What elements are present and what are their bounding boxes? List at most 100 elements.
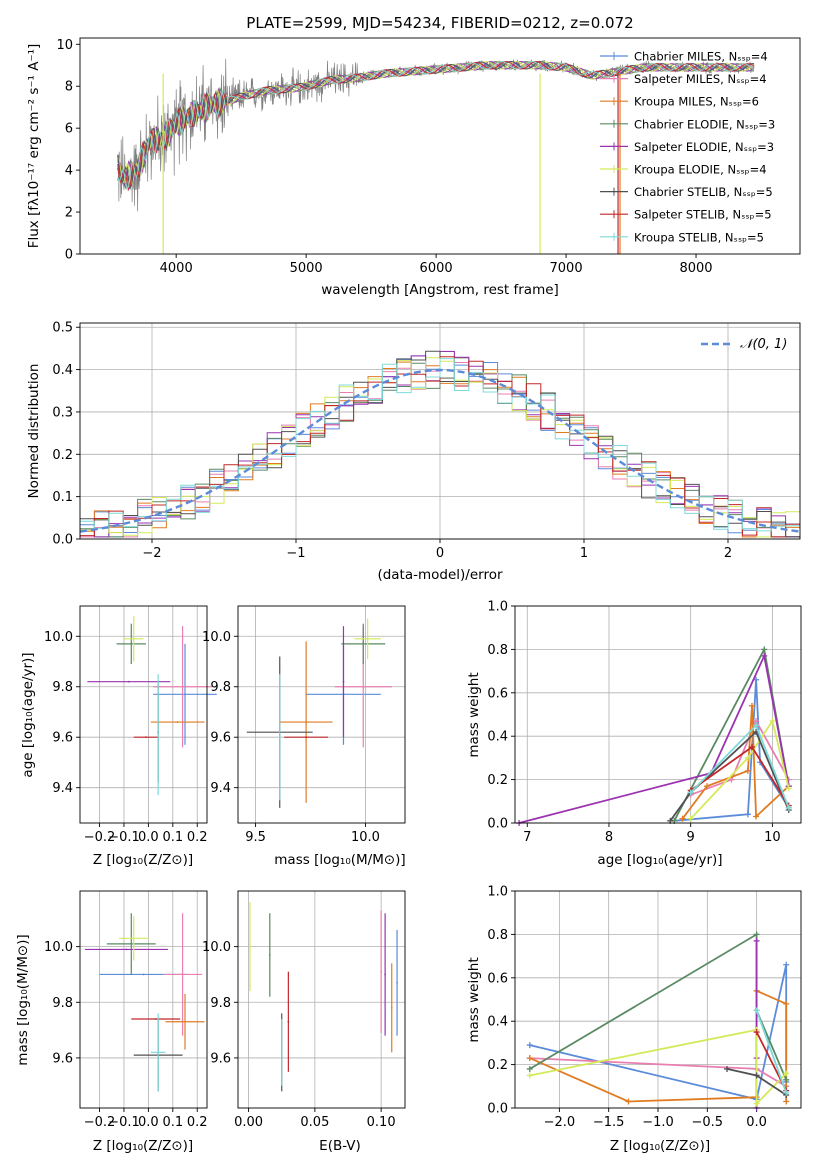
x-tick-label: −0.1 [108,1115,140,1130]
mw-z-xlabel: Z [log₁₀(Z/Z⊙)] [610,1138,710,1154]
salpeter-stelib-point [154,1018,157,1020]
x-tick-label: 10.0 [351,830,380,845]
x-tick-label: 0.0 [138,830,159,845]
kroupa-miles-weight-marker [748,702,755,709]
x-tick-label: 0.00 [234,1115,263,1130]
chabrier-miles-weight-marker [526,1042,533,1049]
legend-label-chabrier-elodie: Chabrier ELODIE, Nₛₛₚ=3 [634,117,775,131]
chabrier-elodie-point [268,954,271,956]
legend-label-salpeter-elodie: Salpeter ELODIE, Nₛₛₚ=3 [634,140,774,154]
y-tick-label: 2 [65,206,73,221]
kroupa-elodie-point [249,945,251,948]
chabrier-elodie-weight-marker [526,1065,533,1072]
kroupa-stelib-model-line [117,60,755,191]
y-tick-label: 0.4 [487,1015,508,1030]
y-tick-label: 0.4 [487,730,508,745]
x-tick-label: 0.05 [300,1115,329,1130]
kroupa-miles-weight-marker [625,1098,632,1105]
mass-z-ylabel: mass [log₁₀(M/M⊙)] [15,934,31,1065]
mass-vs-ebv-panel: 0.00 0.05 0.10 9.6 9.8 10.0 [202,890,406,1130]
panel-frame [514,890,802,1109]
mass-z-xlabel: Z [log₁₀(Z/Z⊙)] [93,1138,193,1154]
kroupa-miles-weight-marker [783,1000,790,1007]
residual-histogram-panel: −2 −1 0 1 2 0.0 0.1 0.2 0.3 0.4 0.5 (data-model)/e… [26,321,801,583]
salpeter-stelib-point [145,736,147,739]
salpeter-stelib-point [287,1020,290,1023]
kroupa-stelib-weight-marker [687,789,694,796]
y-tick-label: 10.0 [202,630,231,645]
y-tick-label: 10.0 [44,630,73,645]
kroupa-elodie-weight-marker [687,815,694,822]
salpeter-elodie-weight-line [518,652,790,824]
y-tick-label: 0.0 [487,817,508,832]
x-tick-label: −0.2 [84,1115,116,1130]
x-tick-label: −2 [142,546,161,561]
x-tick-label: 7 [523,830,531,845]
chabrier-stelib-weight-marker [724,1065,731,1072]
x-tick-label: 0.1 [162,1115,183,1130]
salpeter-elodie-point [384,973,387,976]
x-tick-label: 1 [580,546,588,561]
x-tick-label: 0.1 [162,830,183,845]
x-tick-label: −1.5 [593,1115,625,1130]
y-tick-label: 9.6 [52,1051,73,1066]
kroupa-miles-weight-marker [753,813,760,820]
legend-label-kroupa-miles: Kroupa MILES, Nₛₛₚ=6 [634,95,759,109]
x-tick-label: 4000 [160,261,193,276]
age-vs-mass-panel: 9.5 10.0 9.4 9.6 9.8 10.0 [202,605,406,845]
kroupa-stelib-histogram [80,358,800,532]
spectrum-title: PLATE=2599, MJD=54234, FIBERID=0212, z=0… [246,14,633,32]
y-tick-label: 0.3 [52,405,73,420]
kroupa-elodie-point [366,637,369,640]
y-tick-label: 0.5 [52,321,73,336]
kroupa-miles-weight-marker [679,815,686,822]
panel-frame [79,605,208,824]
y-tick-label: 0.0 [487,1102,508,1117]
salpeter-elodie-point [127,680,130,683]
y-tick-label: 9.6 [52,731,73,746]
age-mass-xlabel: mass [log₁₀(M/M⊙)] [274,852,405,868]
x-tick-label: 5000 [290,261,323,276]
normal-legend-label: 𝒩(0, 1) [740,337,787,352]
kroupa-miles-weight-marker [526,1055,533,1062]
salpeter-elodie-point [125,948,128,951]
kroupa-stelib-point [157,1051,160,1054]
legend-label-salpeter-miles: Salpeter MILES, Nₛₛₚ=4 [634,72,767,86]
kroupa-elodie-weight-marker [783,1070,790,1077]
mass-weight-vs-age-panel: 7 8 9 10 0.0 0.2 0.4 0.6 0.8 1.0 [487,600,802,845]
kroupa-stelib-point [280,1051,283,1054]
y-tick-label: 9.8 [210,996,231,1011]
y-tick-label: 10 [56,38,73,53]
y-tick-label: 0.1 [52,490,73,505]
kroupa-miles-weight-marker [704,783,711,790]
y-tick-label: 6 [65,122,73,137]
y-tick-label: 1.0 [487,600,508,615]
y-tick-label: 0.8 [487,643,508,658]
x-tick-label: −0.1 [108,830,140,845]
salpeter-elodie-point [342,680,345,683]
panel-frame [514,605,802,824]
x-tick-label: −2.0 [544,1115,576,1130]
salpeter-miles-point [181,685,184,688]
salpeter-miles-point [181,973,184,976]
salpeter-miles-point [362,685,365,688]
histogram-xlabel: (data-model)/error [377,567,503,583]
y-tick-label: 0.6 [487,971,508,986]
chabrier-stelib-histogram [80,350,800,538]
kroupa-stelib-weight-marker [783,1089,790,1096]
mass-weight-vs-z-panel: −2.0 −1.5 −1.0 −0.5 0.0 0.0 0.2 0.4 0.6 0.8 1.0 [487,885,802,1130]
salpeter-elodie-weight-marker [753,937,760,944]
panel-frame [237,605,406,824]
mw-z-ylabel: mass weight [466,957,482,1042]
kroupa-elodie-weight-line [529,1028,787,1106]
x-tick-label: 7000 [550,261,583,276]
salpeter-miles-point [380,970,383,973]
age-z-xlabel: Z [log₁₀(Z/Z⊙)] [93,852,193,868]
y-tick-label: 0.8 [487,928,508,943]
panel-frame [237,890,406,1109]
chabrier-elodie-weight-marker [761,646,768,653]
kroupa-elodie-weight-marker [744,754,751,761]
legend-label-chabrier-stelib: Chabrier STELIB, Nₛₛₚ=5 [634,185,773,199]
y-tick-label: 10.0 [202,940,231,955]
kroupa-elodie-weight-marker [785,785,792,792]
